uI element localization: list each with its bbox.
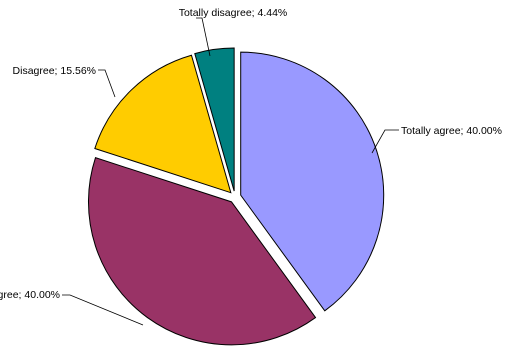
pie-slice-totally-agree (240, 51, 385, 312)
pie-slice-agree (88, 157, 317, 346)
data-label-totally-disagree: Totally disagree; 4.44% (179, 7, 288, 19)
data-label-totally-agree: Totally agree; 40.00% (401, 125, 502, 137)
leader-line-totally-disagree (196, 17, 211, 57)
pie-slice-totally-disagree (194, 47, 235, 192)
pie-slice-disagree (94, 54, 232, 194)
leader-line-disagree (98, 69, 116, 98)
data-label-agree: Agree; 40.00% (0, 289, 60, 301)
leader-line-agree (62, 294, 144, 326)
data-label-disagree: Disagree; 15.56% (13, 65, 96, 77)
leader-line-totally-agree (371, 129, 399, 154)
